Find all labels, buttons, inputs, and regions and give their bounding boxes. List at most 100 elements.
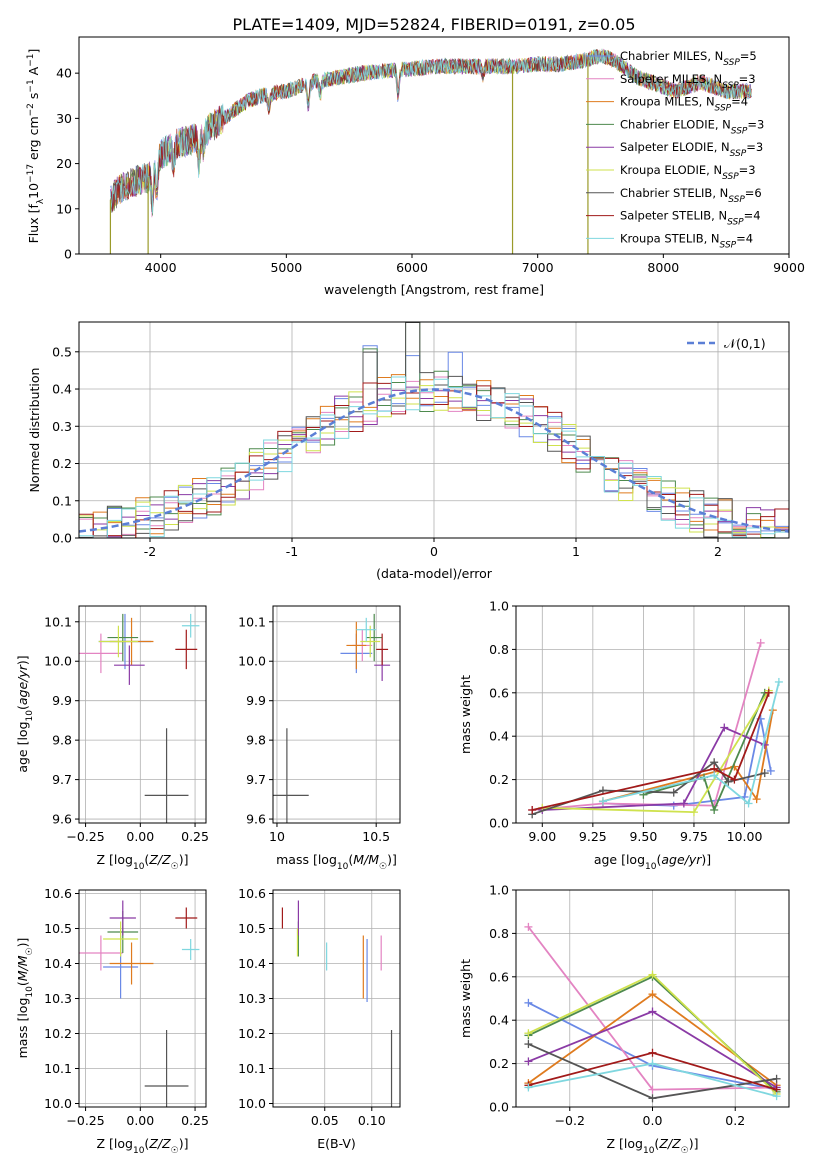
label-part: SSP	[720, 240, 737, 250]
x-tick-label: 1	[572, 544, 580, 559]
panel-spectrum: 4000 5000 6000 7000 8000 9000 0 10 20 30 40 Chabrie…	[26, 36, 805, 297]
label-part: SSP	[731, 126, 748, 136]
spectrum-line	[110, 48, 752, 214]
label-part: )]	[701, 852, 711, 867]
y-tick-label: 10.1	[238, 614, 266, 629]
label-part: −2	[26, 103, 36, 116]
label-part: Z [log	[97, 1136, 133, 1151]
x-tick-label: 9.25	[579, 829, 607, 844]
label-part: Kroupa ELODIE, N	[620, 163, 722, 177]
y-tick-label: 10.0	[238, 1096, 266, 1111]
panels: 4000 5000 6000 7000 8000 9000010203040Chabrie…	[15, 36, 805, 1156]
label-part: 10	[133, 862, 145, 872]
label-part: (	[144, 852, 149, 867]
y-axis-label: mass [log10(M/M☉)]	[15, 938, 35, 1059]
label-part: Kroupa STELIB, N	[620, 231, 720, 245]
label-part: Kroupa MILES, N	[620, 95, 715, 109]
y-tick-label: 0.2	[489, 1056, 509, 1071]
spectrum-line	[110, 49, 752, 212]
histogram-step	[79, 376, 789, 538]
label-part: )]	[15, 655, 30, 665]
x-tick-label: 9.50	[629, 829, 657, 844]
label-part: ☉	[171, 862, 179, 872]
mass-weight-line	[532, 692, 770, 811]
label-part: erg cm	[26, 116, 41, 164]
label-part: (	[15, 705, 30, 710]
label-part: (	[15, 981, 30, 986]
y-axis-label: mass weight	[458, 959, 473, 1038]
legend-entry: Chabrier ELODIE, NSSP=3	[620, 117, 764, 136]
y-tick-label: 10.4	[238, 956, 266, 971]
y-tick-label: 10.1	[238, 1061, 266, 1076]
legend-entry: Salpeter ELODIE, NSSP=3	[620, 140, 763, 159]
x-axis-label: Z [log10(Z/Z☉)]	[97, 852, 189, 872]
mass-weight-line	[602, 710, 774, 803]
label-part: =3	[747, 117, 764, 131]
mass-weight-line	[602, 718, 772, 807]
legend-entry: Kroupa STELIB, NSSP=4	[620, 231, 753, 250]
y-tick-label: 10	[56, 201, 72, 216]
y-tick-label: 0.5	[52, 344, 72, 359]
label-part: s	[26, 93, 41, 104]
label-part: 10	[25, 710, 35, 722]
y-tick-label: 0.8	[489, 926, 509, 941]
y-tick-label: 10.0	[44, 654, 72, 669]
x-tick-label: −0.2	[555, 1113, 585, 1128]
label-part: (	[144, 1136, 149, 1151]
legend-entry: Kroupa MILES, NSSP=4	[620, 95, 748, 114]
label-part: =4	[744, 209, 761, 223]
legend-entry: Salpeter STELIB, NSSP=4	[620, 209, 761, 228]
legend-entry: Kroupa ELODIE, NSSP=3	[620, 163, 756, 182]
label-part: Z [log	[607, 1136, 643, 1151]
label-part: SSP	[722, 172, 739, 182]
y-tick-label: 1.0	[489, 883, 509, 898]
label-part: 10	[26, 183, 41, 199]
label-part: =6	[745, 186, 762, 200]
label-part: A	[26, 66, 41, 79]
y-tick-label: 0.2	[489, 772, 509, 787]
label-part: −1	[26, 54, 36, 67]
histogram-step	[79, 382, 789, 538]
label-part: ☉	[379, 862, 387, 872]
label-part: SSP	[727, 218, 744, 228]
label-part: Chabrier STELIB, N	[620, 186, 728, 200]
x-tick-label: 0.25	[181, 829, 209, 844]
x-tick-label: 2	[714, 544, 722, 559]
axes-frame	[78, 321, 790, 539]
panel-mass_vs_Z: −0.25 0.00 0.25 10.0 10.1 10.2 10.3 10.4 10.5 10.…	[15, 886, 209, 1156]
y-tick-label: 10.6	[238, 886, 266, 901]
x-tick-label: 10.00	[727, 829, 763, 844]
label-part: 10	[645, 862, 657, 872]
mass-weight-line	[602, 681, 780, 806]
y-tick-label: 10.0	[44, 1096, 72, 1111]
label-part: λ	[36, 198, 46, 204]
y-tick-label: 0.0	[489, 816, 509, 831]
y-tick-label: 9.7	[246, 772, 266, 787]
y-tick-label: 10.4	[44, 956, 72, 971]
y-tick-label: 10.1	[44, 614, 72, 629]
label-part: ]	[26, 49, 41, 54]
y-tick-label: 0.2	[52, 456, 72, 471]
panel-age_vs_Z: −0.25 0.00 0.259.69.79.89.910.010.1Z [log1…	[15, 605, 209, 872]
label-part: )]	[179, 852, 189, 867]
panel-weight_vs_age: 9.00 9.25 9.50 9.75 10.00 0.0 0.2 0.4 0.6 0.8 1.0 a…	[458, 599, 790, 872]
axes-frame	[78, 889, 207, 1108]
y-tick-label: 0.6	[489, 685, 509, 700]
x-axis-label: wavelength [Angstrom, rest frame]	[324, 282, 544, 297]
x-tick-label: 0.05	[311, 1113, 339, 1128]
y-tick-label: 9.9	[246, 693, 266, 708]
axes-frame	[272, 889, 401, 1108]
x-tick-label: 0	[430, 544, 438, 559]
y-axis-label: Normed distribution	[27, 368, 42, 493]
y-tick-label: 9.6	[246, 812, 266, 827]
label-part: SSP	[722, 81, 739, 91]
y-tick-label: 10.1	[44, 1061, 72, 1076]
x-tick-label: 10.5	[362, 829, 390, 844]
panel-mass_vs_ebv: 0.05 0.10 10.0 10.1 10.2 10.3 10.4 10.5 10.6 E(B-…	[238, 886, 401, 1151]
label-part: SSP	[728, 195, 745, 205]
label-part: Salpeter ELODIE, N	[620, 140, 730, 154]
y-tick-label: 10.2	[238, 1026, 266, 1041]
x-tick-label: 0.25	[181, 1113, 209, 1128]
y-tick-label: 10.3	[44, 991, 72, 1006]
